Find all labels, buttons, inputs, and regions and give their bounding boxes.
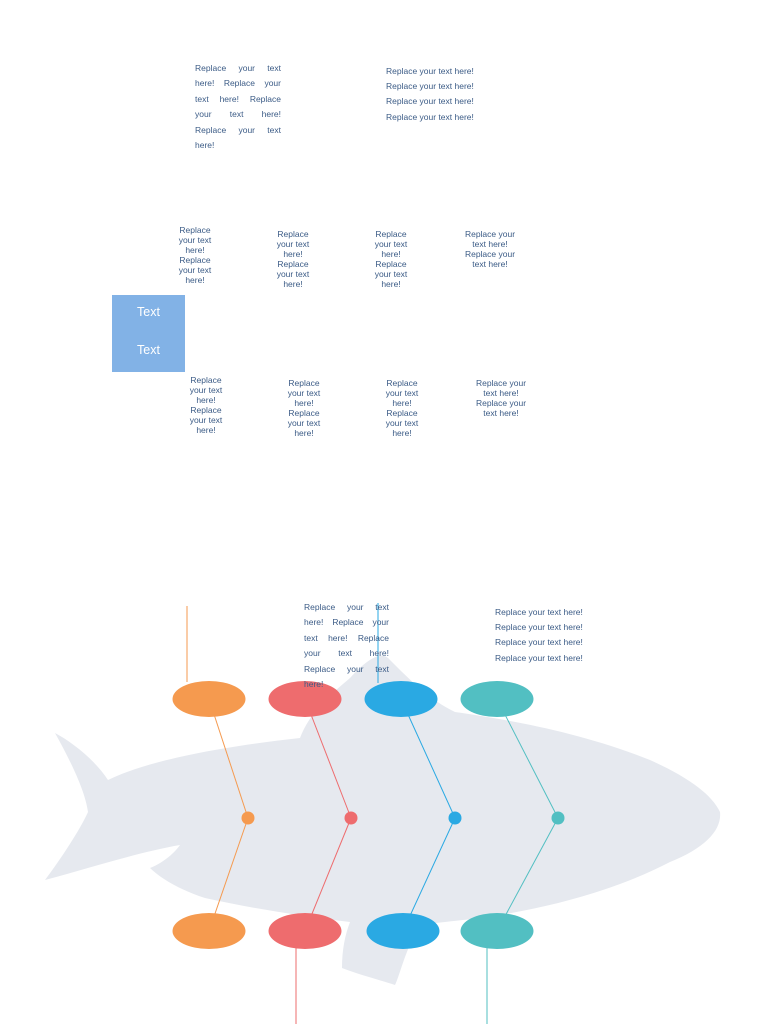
junction-dot-teal [551, 811, 565, 825]
fishbone-text-block-left-last: Replace your text here! [304, 663, 389, 690]
cause-node-bottom-orange[interactable] [172, 913, 246, 949]
category-box-label-2: Text [137, 343, 160, 357]
cause-node-top-blue[interactable] [364, 681, 438, 717]
middle-upper-text-3: Replace your text here! Replace your tex… [374, 229, 408, 289]
middle-lower-text-2: Replace your text here! Replace your tex… [287, 378, 321, 438]
middle-lower-text-1: Replace your text here! Replace your tex… [189, 375, 223, 435]
bone-blue [400, 698, 456, 932]
top-text-line: Replace your text here! [386, 81, 474, 92]
middle-upper-text-4: Replace your text here! Replace your tex… [464, 229, 516, 269]
middle-lower-text-3: Replace your text here! Replace your tex… [385, 378, 419, 438]
top-text-block-left-body: Replace your text here! Replace your tex… [195, 63, 281, 120]
middle-upper-text-2: Replace your text here! Replace your tex… [276, 229, 310, 289]
top-text-line: Replace your text here! [386, 66, 474, 76]
bone-orange [208, 698, 249, 932]
fishbone-text-line: Replace your text here! [495, 622, 583, 633]
cause-node-bottom-teal[interactable] [460, 913, 534, 949]
junction-dot-blue [448, 811, 462, 825]
top-text-block-left-last: Replace your text here! [195, 124, 281, 151]
cause-node-bottom-red[interactable] [268, 913, 342, 949]
cause-node-top-teal[interactable] [460, 681, 534, 717]
fish-silhouette [45, 655, 721, 985]
category-box-label-1: Text [137, 305, 160, 319]
cause-node-top-orange[interactable] [172, 681, 246, 717]
bone-red [304, 698, 352, 932]
cause-node-bottom-blue[interactable] [366, 913, 440, 949]
top-text-line: Replace your text here! [386, 111, 474, 122]
junction-dot-red [344, 811, 358, 825]
fishbone-text-line: Replace your text here! [495, 637, 583, 648]
middle-lower-text-4: Replace your text here! Replace your tex… [475, 378, 527, 418]
top-text-block-right: Replace your text here! Replace your tex… [386, 64, 474, 125]
junction-dot-orange [241, 811, 255, 825]
fishbone-text-line: Replace your text here! [495, 652, 583, 663]
category-box: Text Text [112, 295, 185, 372]
bone-teal [496, 698, 559, 932]
fishbone-text-block-left: Replace your text here! Replace your tex… [304, 600, 389, 692]
middle-upper-text-1: Replace your text here! Replace your tex… [178, 225, 212, 285]
top-text-line: Replace your text here! [386, 96, 474, 107]
fishbone-text-block-right: Replace your text here! Replace your tex… [495, 605, 583, 666]
fishbone-text-line: Replace your text here! [495, 607, 583, 617]
cause-node-top-red[interactable] [268, 681, 342, 717]
fishbone-text-block-left-body: Replace your text here! Replace your tex… [304, 602, 389, 659]
top-text-block-left: Replace your text here! Replace your tex… [195, 61, 281, 153]
